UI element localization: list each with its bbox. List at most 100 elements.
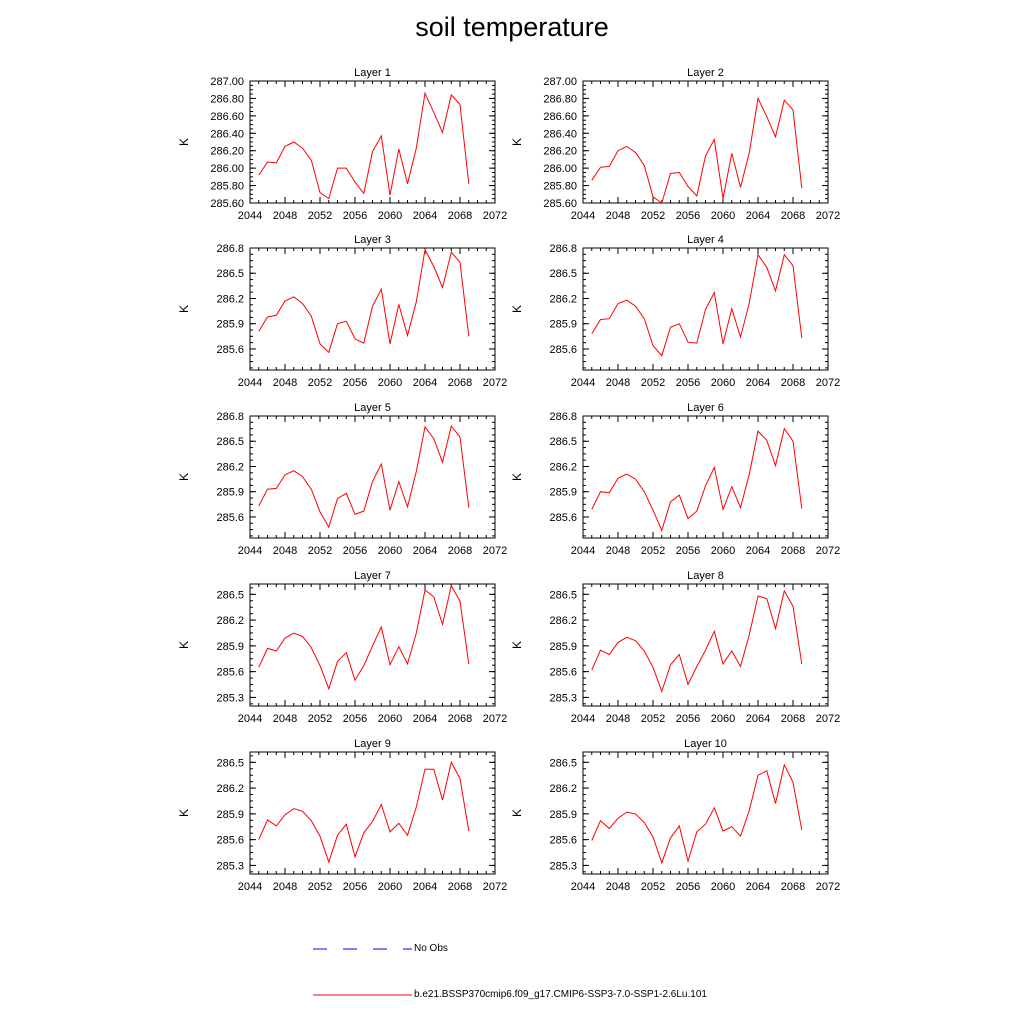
x-tick-label: 2056 <box>676 881 700 893</box>
x-tick-label: 2064 <box>413 881 437 893</box>
x-tick-label: 2056 <box>676 377 700 389</box>
y-tick-label: 286.2 <box>549 615 577 627</box>
panel-title: Layer 5 <box>354 402 391 414</box>
x-tick-label: 2060 <box>711 713 735 725</box>
y-tick-label: 285.3 <box>549 692 577 704</box>
x-tick-label: 2060 <box>711 881 735 893</box>
y-tick-label: 285.6 <box>549 344 577 356</box>
x-tick-label: 2056 <box>676 210 700 222</box>
y-tick-label: 285.9 <box>549 487 577 499</box>
y-axis-label: K <box>177 809 191 817</box>
y-tick-label: 286.5 <box>549 589 577 601</box>
y-axis-label: K <box>177 138 191 146</box>
x-tick-label: 2048 <box>273 713 297 725</box>
x-tick-label: 2052 <box>308 210 332 222</box>
x-tick-label: 2044 <box>238 210 262 222</box>
x-tick-label: 2044 <box>571 377 595 389</box>
y-tick-label: 285.80 <box>210 181 244 193</box>
y-tick-label: 285.6 <box>216 667 244 679</box>
y-axis-label: K <box>510 305 524 313</box>
panel-title: Layer 3 <box>354 234 391 246</box>
x-tick-label: 2044 <box>238 545 262 557</box>
x-tick-label: 2052 <box>641 545 665 557</box>
x-tick-label: 2044 <box>571 881 595 893</box>
x-tick-label: 2068 <box>781 210 805 222</box>
x-tick-label: 2048 <box>273 377 297 389</box>
y-axis-label: K <box>177 305 191 313</box>
chart-panel-6: Layer 6 K 2044 2048 2052 2056 2060 2064 2068 2072… <box>510 402 840 557</box>
y-tick-label: 286.8 <box>216 411 244 423</box>
y-tick-label: 285.9 <box>216 319 244 331</box>
y-tick-label: 286.5 <box>549 268 577 280</box>
x-tick-label: 2052 <box>641 377 665 389</box>
x-tick-label: 2068 <box>448 713 472 725</box>
chart-panel-3: Layer 3 K 2044 2048 2052 2056 2060 2064 2068 2072… <box>177 234 507 389</box>
x-tick-label: 2060 <box>711 210 735 222</box>
y-tick-label: 285.6 <box>216 344 244 356</box>
y-tick-label: 285.6 <box>549 512 577 524</box>
y-tick-label: 286.2 <box>216 783 244 795</box>
x-tick-label: 2072 <box>816 713 840 725</box>
y-axis-label: K <box>510 473 524 481</box>
x-tick-label: 2048 <box>606 210 630 222</box>
x-tick-label: 2068 <box>781 545 805 557</box>
y-tick-label: 286.5 <box>216 589 244 601</box>
panel-title: Layer 9 <box>354 738 391 750</box>
plot-frame <box>582 80 829 204</box>
y-tick-label: 286.5 <box>549 757 577 769</box>
y-tick-label: 286.5 <box>216 757 244 769</box>
y-tick-label: 285.9 <box>549 641 577 653</box>
x-tick-label: 2052 <box>308 713 332 725</box>
y-tick-label: 285.80 <box>543 181 577 193</box>
series-line <box>258 584 470 691</box>
y-axis-label: K <box>177 641 191 649</box>
x-tick-label: 2068 <box>448 545 472 557</box>
y-tick-label: 286.5 <box>549 436 577 448</box>
x-tick-label: 2072 <box>483 881 507 893</box>
x-tick-label: 2048 <box>606 881 630 893</box>
x-tick-label: 2060 <box>378 210 402 222</box>
y-tick-label: 286.60 <box>210 111 244 123</box>
x-tick-label: 2056 <box>343 377 367 389</box>
y-tick-label: 286.2 <box>549 461 577 473</box>
y-axis-label: K <box>510 809 524 817</box>
x-tick-label: 2048 <box>273 210 297 222</box>
x-tick-label: 2044 <box>238 377 262 389</box>
y-tick-label: 286.8 <box>216 243 244 255</box>
x-tick-label: 2072 <box>483 545 507 557</box>
chart-panel-10: Layer 10 K 2044 2048 2052 2056 2060 2064 2068 207… <box>510 738 840 893</box>
x-tick-label: 2064 <box>413 210 437 222</box>
x-tick-label: 2068 <box>781 377 805 389</box>
series-line <box>591 96 803 204</box>
x-tick-label: 2064 <box>413 545 437 557</box>
x-tick-label: 2072 <box>483 713 507 725</box>
x-tick-label: 2064 <box>413 377 437 389</box>
x-tick-label: 2068 <box>448 377 472 389</box>
y-tick-label: 286.20 <box>543 146 577 158</box>
y-tick-label: 285.3 <box>216 692 244 704</box>
x-tick-label: 2060 <box>378 881 402 893</box>
x-tick-label: 2044 <box>571 545 595 557</box>
plot-frame <box>249 80 496 204</box>
y-tick-label: 286.00 <box>210 163 244 175</box>
x-tick-label: 2068 <box>781 881 805 893</box>
x-tick-label: 2048 <box>606 545 630 557</box>
y-tick-label: 285.9 <box>216 487 244 499</box>
y-tick-label: 286.60 <box>543 111 577 123</box>
x-tick-label: 2064 <box>746 377 770 389</box>
x-tick-label: 2072 <box>816 210 840 222</box>
y-tick-label: 287.00 <box>210 76 244 88</box>
y-tick-label: 285.6 <box>549 835 577 847</box>
chart-panel-5: Layer 5 K 2044 2048 2052 2056 2060 2064 2068 2072… <box>177 402 507 557</box>
x-tick-label: 2064 <box>746 545 770 557</box>
y-tick-label: 286.80 <box>210 93 244 105</box>
y-tick-label: 286.00 <box>543 163 577 175</box>
page-title: soil temperature <box>415 12 609 42</box>
x-tick-label: 2056 <box>343 545 367 557</box>
x-tick-label: 2072 <box>816 881 840 893</box>
y-tick-label: 286.2 <box>216 293 244 305</box>
plot-frame <box>582 751 829 875</box>
x-tick-label: 2052 <box>308 545 332 557</box>
x-tick-label: 2064 <box>746 210 770 222</box>
panel-title: Layer 1 <box>354 67 391 79</box>
